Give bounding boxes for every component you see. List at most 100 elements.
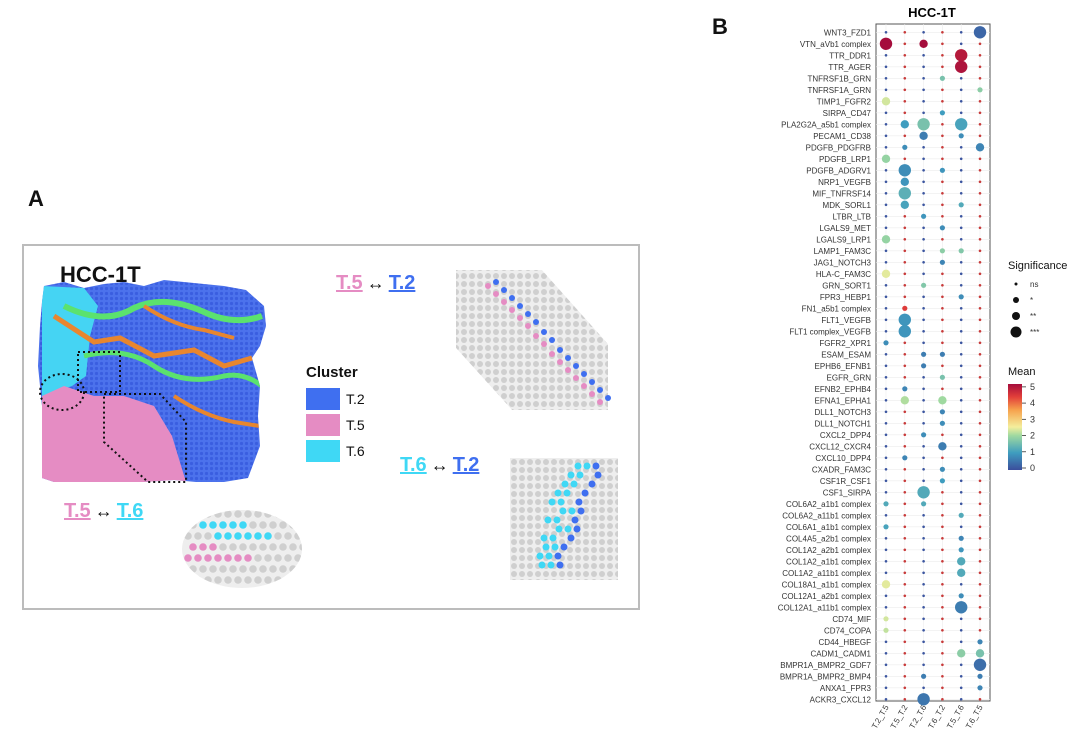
dot-point bbox=[917, 118, 930, 131]
y-tick-label: COL1A2_a2b1 complex bbox=[786, 546, 871, 555]
dot-background bbox=[959, 330, 963, 333]
dot-background bbox=[922, 514, 925, 517]
dot-point bbox=[883, 524, 889, 530]
dot-point bbox=[898, 164, 911, 177]
dot-background bbox=[959, 479, 963, 483]
y-tick-label: PLA2G2A_a5b1 complex bbox=[781, 120, 871, 129]
dot-point bbox=[958, 512, 964, 518]
zoom2-spot-t2 bbox=[581, 489, 589, 497]
zoom3-spot bbox=[234, 576, 242, 584]
zoom2-spot-t6 bbox=[570, 480, 578, 488]
dot-background bbox=[978, 261, 982, 264]
dot-background bbox=[959, 583, 963, 586]
dot-background bbox=[922, 525, 925, 529]
dot-background bbox=[903, 65, 907, 69]
dot-background bbox=[959, 410, 963, 414]
dot-background bbox=[978, 169, 982, 172]
dot-background bbox=[941, 675, 944, 678]
zoom1-spot-t2 bbox=[509, 295, 515, 301]
zoom3-spot bbox=[249, 543, 257, 551]
dot-background bbox=[941, 157, 944, 161]
zoom3-spot bbox=[209, 521, 217, 529]
zoom3-spot bbox=[199, 543, 207, 551]
dot-background bbox=[978, 203, 982, 207]
zoom-t5-t2 bbox=[456, 270, 611, 410]
zoom1-spot-t5 bbox=[565, 367, 571, 373]
zoom3-spot bbox=[284, 532, 292, 540]
dot-background bbox=[884, 399, 888, 402]
dot-background bbox=[884, 192, 888, 195]
zoom3-spot bbox=[249, 521, 257, 529]
dot-background bbox=[884, 548, 888, 552]
dot-background bbox=[922, 169, 925, 172]
dot-background bbox=[959, 629, 963, 632]
zoom2-spot-t6 bbox=[545, 552, 553, 560]
dot-point bbox=[921, 351, 927, 357]
y-tick-label: CD74_COPA bbox=[824, 626, 872, 635]
zoom2-spot-t6 bbox=[553, 516, 561, 524]
tissue-ellipse-t5-t6 bbox=[39, 373, 85, 411]
dot-background bbox=[978, 376, 982, 379]
dot-background bbox=[959, 88, 963, 92]
y-tick-label: COL12A1_a11b1 complex bbox=[778, 603, 871, 612]
dot-background bbox=[922, 410, 925, 414]
dot-background bbox=[884, 387, 888, 391]
dot-background bbox=[959, 318, 963, 322]
tissue-map bbox=[38, 280, 266, 483]
dot-background bbox=[922, 617, 925, 621]
y-tick-label: CXCL12_CXCR4 bbox=[809, 442, 871, 451]
dot-point bbox=[955, 118, 968, 131]
significance-key-label: *** bbox=[1030, 328, 1039, 337]
dot-point bbox=[958, 593, 964, 599]
zoom2-spot-t6 bbox=[538, 561, 546, 569]
dot-background bbox=[959, 468, 963, 471]
dot-background bbox=[978, 318, 982, 322]
dot-background bbox=[884, 180, 888, 184]
dot-background bbox=[884, 698, 888, 701]
zoom3-spot bbox=[239, 521, 247, 529]
tissue-green-band-2 bbox=[83, 350, 264, 389]
zoom2-spot-t6 bbox=[557, 498, 565, 506]
zoom3-spot bbox=[254, 510, 262, 518]
zoom1-spot-t2 bbox=[573, 363, 579, 369]
zoom3-spot bbox=[224, 532, 232, 540]
dot-point bbox=[958, 547, 964, 553]
cluster-swatch-t2 bbox=[306, 388, 340, 410]
dot-background bbox=[922, 468, 925, 471]
dot-background bbox=[959, 215, 963, 218]
dot-background bbox=[903, 215, 907, 218]
dot-background bbox=[959, 433, 963, 437]
mean-tick-label: 2 bbox=[1030, 431, 1035, 441]
y-tick-label: WNT3_FZD1 bbox=[824, 28, 872, 37]
dot-background bbox=[903, 284, 907, 287]
dot-background bbox=[959, 364, 963, 368]
dot-background bbox=[959, 42, 963, 46]
dot-background bbox=[959, 272, 963, 276]
tissue-orange-band-3 bbox=[172, 394, 261, 428]
dot-point bbox=[939, 167, 946, 173]
zoom1-spot-t5 bbox=[517, 315, 523, 321]
dot-background bbox=[903, 364, 907, 368]
zoom1-spot-t5 bbox=[533, 333, 539, 339]
dot-background bbox=[884, 663, 888, 667]
dot-point bbox=[881, 235, 891, 244]
dot-point bbox=[977, 87, 983, 93]
mean-tick-label: 5 bbox=[1030, 382, 1035, 392]
zoom3-spot bbox=[239, 565, 247, 573]
y-tick-label: LGALS9_MET bbox=[819, 224, 871, 233]
dot-background bbox=[884, 491, 888, 494]
dot-background bbox=[978, 594, 982, 598]
dot-point bbox=[900, 200, 909, 209]
zoom3-spot bbox=[244, 532, 252, 540]
cluster-label-t6: T.6 bbox=[346, 443, 365, 459]
dot-background bbox=[903, 629, 907, 632]
cluster-legend-t6: T.6 bbox=[306, 440, 365, 462]
dot-background bbox=[884, 318, 888, 322]
zoom1-spot-t5 bbox=[557, 359, 563, 365]
zoom1-spot-t2 bbox=[557, 347, 563, 353]
y-tick-label: PDGFB_PDGFRB bbox=[806, 143, 871, 152]
dot-background bbox=[884, 215, 888, 218]
dot-point bbox=[898, 313, 911, 326]
dot-background bbox=[978, 502, 982, 506]
zoom3-spot bbox=[259, 521, 267, 529]
